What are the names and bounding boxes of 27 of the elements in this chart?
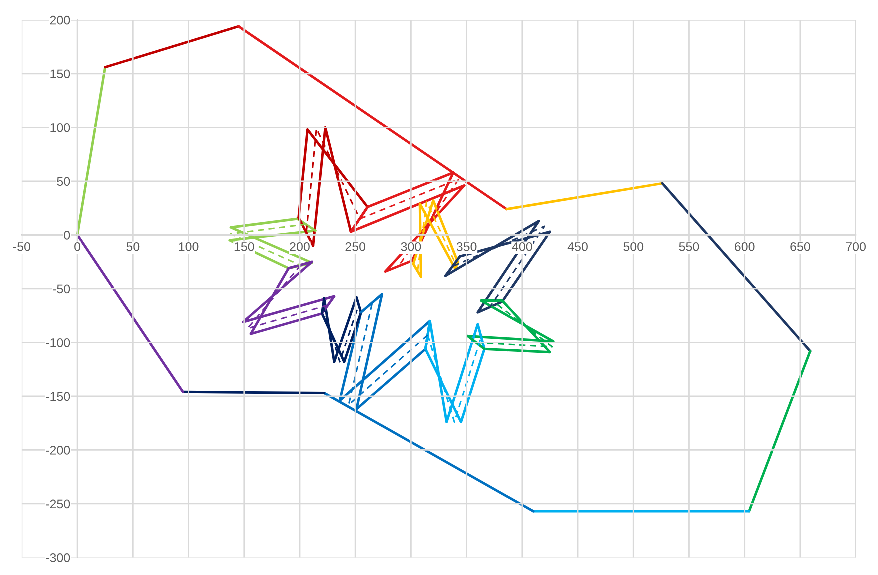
- y-tick-label: -50: [53, 284, 70, 294]
- x-tick-label: 150: [234, 242, 254, 252]
- y-tick-label: 0: [64, 230, 70, 240]
- y-tick-label: 150: [50, 70, 70, 79]
- x-tick-label: 650: [790, 242, 810, 252]
- x-tick-label: 250: [346, 242, 366, 252]
- y-tick-label: -250: [46, 500, 70, 509]
- y-tick-label: 100: [50, 123, 70, 132]
- x-tick-label: 300: [401, 242, 422, 252]
- x-tick-label: 100: [179, 242, 199, 252]
- x-tick-label: 700: [846, 242, 866, 252]
- y-tick-label: 200: [50, 16, 70, 25]
- x-tick-label: -50: [13, 242, 30, 252]
- x-tick-label: 350: [456, 242, 477, 252]
- x-tick-label: 450: [568, 242, 588, 252]
- y-tick-label: -100: [46, 338, 70, 348]
- x-tick-label: 200: [290, 242, 310, 252]
- x-tick-label: 0: [74, 242, 81, 252]
- y-tick-label: -150: [46, 392, 70, 402]
- x-tick-label: 600: [735, 242, 755, 252]
- x-tick-label: 400: [512, 242, 532, 252]
- x-tick-label: 500: [624, 242, 644, 252]
- y-tick-label: 50: [57, 177, 70, 186]
- y-tick-label: -200: [46, 446, 70, 455]
- x-tick-label: 550: [679, 242, 700, 252]
- x-tick-label: 50: [126, 242, 140, 252]
- y-tick-label: -300: [46, 554, 70, 562]
